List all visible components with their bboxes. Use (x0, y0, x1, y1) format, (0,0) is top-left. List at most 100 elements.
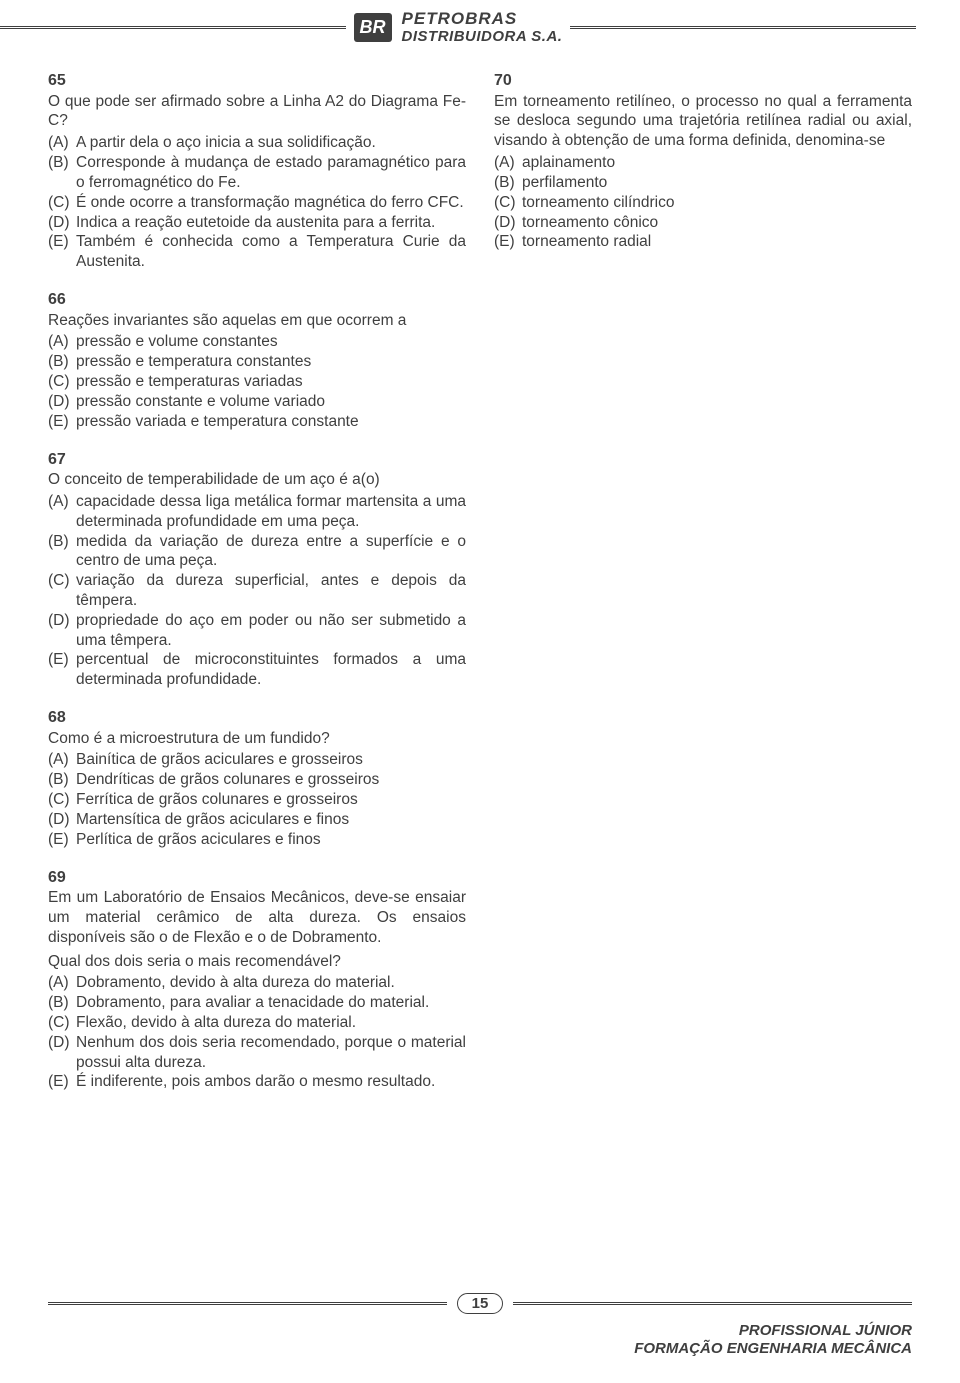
option-text: medida da variação de dureza entre a sup… (76, 532, 466, 572)
question-67: 67 O conceito de temperabilidade de um a… (48, 450, 466, 691)
option-label: (C) (494, 193, 522, 213)
question-65: 65 O que pode ser afirmado sobre a Linha… (48, 71, 466, 272)
option-label: (A) (48, 973, 76, 993)
option-text: Corresponde à mudança de estado paramagn… (76, 153, 466, 193)
question-text: O conceito de temperabilidade de um aço … (48, 470, 466, 490)
option-text: pressão variada e temperatura constante (76, 412, 466, 432)
option-label: (B) (48, 352, 76, 372)
option-text: Ferrítica de grãos colunares e grosseiro… (76, 790, 466, 810)
option-text: variação da dureza superficial, antes e … (76, 571, 466, 611)
option-a: (A)pressão e volume constantes (48, 332, 466, 352)
question-69: 69 Em um Laboratório de Ensaios Mecânico… (48, 868, 466, 1093)
header-rule-left (0, 26, 346, 29)
option-label: (C) (48, 193, 76, 213)
question-subtext: Qual dos dois seria o mais recomendável? (48, 952, 466, 972)
option-text: Martensítica de grãos aciculares e finos (76, 810, 466, 830)
option-label: (B) (48, 153, 76, 173)
options-list: (A)Dobramento, devido à alta dureza do m… (48, 973, 466, 1092)
question-number: 70 (494, 71, 912, 91)
option-e: (E)Também é conhecida como a Temperatura… (48, 232, 466, 272)
option-text: É indiferente, pois ambos darão o mesmo … (76, 1072, 466, 1092)
option-label: (C) (48, 790, 76, 810)
option-label: (A) (48, 750, 76, 770)
option-a: (A)capacidade dessa liga metálica formar… (48, 492, 466, 532)
option-text: torneamento cônico (522, 213, 912, 233)
option-b: (B)medida da variação de dureza entre a … (48, 532, 466, 572)
option-d: (D)torneamento cônico (494, 213, 912, 233)
options-list: (A)pressão e volume constantes (B)pressã… (48, 332, 466, 431)
option-text: Flexão, devido à alta dureza do material… (76, 1013, 466, 1033)
footer-job-line1: PROFISSIONAL JÚNIOR (48, 1322, 912, 1341)
question-66: 66 Reações invariantes são aquelas em qu… (48, 290, 466, 431)
footer-rules: 15 (48, 1293, 912, 1314)
option-a: (A)A partir dela o aço inicia a sua soli… (48, 133, 466, 153)
option-text: torneamento cilíndrico (522, 193, 912, 213)
option-e: (E)Perlítica de grãos aciculares e finos (48, 830, 466, 850)
question-number: 67 (48, 450, 466, 470)
option-text: A partir dela o aço inicia a sua solidif… (76, 133, 466, 153)
option-text: aplainamento (522, 153, 912, 173)
question-text: Em torneamento retilíneo, o processo no … (494, 92, 912, 151)
option-label: (E) (48, 830, 76, 850)
option-label: (C) (48, 571, 76, 591)
option-label: (A) (494, 153, 522, 173)
footer-job-title: PROFISSIONAL JÚNIOR FORMAÇÃO ENGENHARIA … (48, 1322, 912, 1360)
option-label: (C) (48, 372, 76, 392)
question-number: 69 (48, 868, 466, 888)
option-c: (C)Ferrítica de grãos colunares e grosse… (48, 790, 466, 810)
content-area: 65 O que pode ser afirmado sobre a Linha… (0, 51, 960, 1110)
option-a: (A)aplainamento (494, 153, 912, 173)
question-number: 66 (48, 290, 466, 310)
option-d: (D)Nenhum dos dois seria recomendado, po… (48, 1033, 466, 1073)
option-text: pressão e temperaturas variadas (76, 372, 466, 392)
question-text: Reações invariantes são aquelas em que o… (48, 311, 466, 331)
option-d: (D)Martensítica de grãos aciculares e fi… (48, 810, 466, 830)
option-label: (D) (48, 1033, 76, 1053)
option-a: (A)Bainítica de grãos aciculares e gross… (48, 750, 466, 770)
option-label: (A) (48, 133, 76, 153)
option-text: capacidade dessa liga metálica formar ma… (76, 492, 466, 532)
options-list: (A)Bainítica de grãos aciculares e gross… (48, 750, 466, 849)
option-label: (B) (48, 770, 76, 790)
option-label: (B) (48, 532, 76, 552)
option-label: (D) (48, 810, 76, 830)
option-d: (D)Indica a reação eutetoide da austenit… (48, 213, 466, 233)
option-c: (C)Flexão, devido à alta dureza do mater… (48, 1013, 466, 1033)
option-text: pressão e temperatura constantes (76, 352, 466, 372)
option-label: (D) (48, 611, 76, 631)
options-list: (A)capacidade dessa liga metálica formar… (48, 492, 466, 690)
option-text: propriedade do aço em poder ou não ser s… (76, 611, 466, 651)
option-a: (A)Dobramento, devido à alta dureza do m… (48, 973, 466, 993)
option-label: (D) (48, 213, 76, 233)
option-b: (B)pressão e temperatura constantes (48, 352, 466, 372)
option-d: (D)propriedade do aço em poder ou não se… (48, 611, 466, 651)
page-number: 15 (457, 1293, 504, 1314)
question-70: 70 Em torneamento retilíneo, o processo … (494, 71, 912, 252)
footer-rule-right (513, 1302, 912, 1305)
option-b: (B)Corresponde à mudança de estado param… (48, 153, 466, 193)
page-header: BR PETROBRAS DISTRIBUIDORA S.A. (0, 0, 960, 51)
option-b: (B)Dobramento, para avaliar a tenacidade… (48, 993, 466, 1013)
question-number: 68 (48, 708, 466, 728)
option-label: (E) (494, 232, 522, 252)
options-list: (A)aplainamento (B)perfilamento (C)torne… (494, 153, 912, 252)
question-68: 68 Como é a microestrutura de um fundido… (48, 708, 466, 849)
question-number: 65 (48, 71, 466, 91)
option-e: (E)torneamento radial (494, 232, 912, 252)
header-rule-right (570, 26, 916, 29)
option-text: Perlítica de grãos aciculares e finos (76, 830, 466, 850)
option-text: Dobramento, para avaliar a tenacidade do… (76, 993, 466, 1013)
option-text: pressão constante e volume variado (76, 392, 466, 412)
question-text: Em um Laboratório de Ensaios Mecânicos, … (48, 888, 466, 947)
option-e: (E)É indiferente, pois ambos darão o mes… (48, 1072, 466, 1092)
option-text: Bainítica de grãos aciculares e grosseir… (76, 750, 466, 770)
option-c: (C)torneamento cilíndrico (494, 193, 912, 213)
right-column: 70 Em torneamento retilíneo, o processo … (494, 71, 912, 1110)
option-text: Indica a reação eutetoide da austenita p… (76, 213, 466, 233)
header-brand: BR PETROBRAS DISTRIBUIDORA S.A. (354, 10, 563, 45)
option-label: (E) (48, 412, 76, 432)
option-c: (C)pressão e temperaturas variadas (48, 372, 466, 392)
company-name: PETROBRAS DISTRIBUIDORA S.A. (402, 10, 563, 45)
option-label: (E) (48, 232, 76, 252)
option-label: (E) (48, 1072, 76, 1092)
